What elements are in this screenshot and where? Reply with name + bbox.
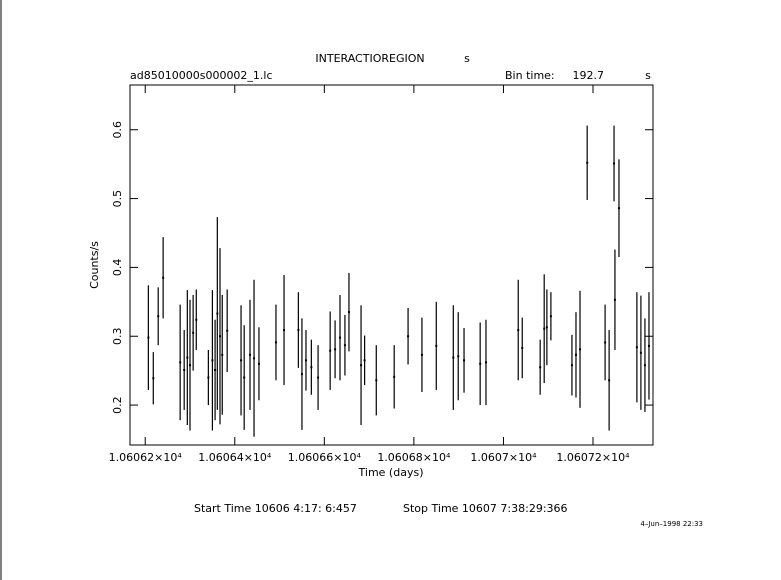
x-tick-label: 1.06064×10⁴ xyxy=(198,451,272,464)
data-point xyxy=(179,361,182,364)
chart-title: INTERACTIOREGION xyxy=(315,52,424,65)
data-point xyxy=(363,359,366,362)
stop-time: Stop Time 10607 7:38:29:366 xyxy=(403,502,568,515)
data-point xyxy=(484,361,487,364)
data-point xyxy=(407,335,410,338)
data-point xyxy=(435,344,438,347)
data-point xyxy=(574,353,577,356)
y-tick-label: 0.3 xyxy=(111,327,124,345)
data-point xyxy=(347,311,350,314)
data-point xyxy=(157,315,160,318)
y-tick-label: 0.4 xyxy=(111,259,124,277)
plot-frame xyxy=(129,84,654,446)
data-point xyxy=(211,359,214,362)
data-point xyxy=(586,161,589,164)
data-point xyxy=(639,351,642,354)
data-point xyxy=(257,362,260,365)
data-point xyxy=(635,346,638,349)
data-point xyxy=(317,376,320,379)
data-point xyxy=(221,353,224,356)
data-point xyxy=(521,346,524,349)
data-point xyxy=(216,312,219,315)
data-point xyxy=(214,368,217,371)
data-point xyxy=(479,362,482,365)
y-tick-label: 0.5 xyxy=(111,190,124,208)
title-suffix: s xyxy=(464,52,470,65)
data-point xyxy=(613,298,616,301)
data-point xyxy=(192,331,195,334)
data-point xyxy=(249,353,252,356)
data-point xyxy=(162,276,165,279)
data-point xyxy=(243,376,246,379)
data-point xyxy=(207,376,210,379)
data-point xyxy=(545,326,548,329)
data-point xyxy=(334,348,337,351)
data-point xyxy=(613,162,616,165)
data-point xyxy=(457,355,460,358)
data-point xyxy=(219,335,222,338)
data-point xyxy=(647,344,650,347)
bin-time-unit: s xyxy=(645,69,651,82)
data-point xyxy=(339,336,342,339)
data-point xyxy=(283,329,286,332)
data-point xyxy=(539,366,542,369)
data-point xyxy=(452,356,455,359)
data-point xyxy=(375,379,378,382)
data-point xyxy=(570,364,573,367)
bin-time: 192.7 xyxy=(573,69,605,82)
data-point xyxy=(297,329,300,332)
data-point xyxy=(240,359,243,362)
data-point xyxy=(517,329,520,332)
data-point xyxy=(186,356,189,359)
data-point xyxy=(393,375,396,378)
x-tick-label: 1.06072×10⁴ xyxy=(556,451,630,464)
data-point xyxy=(343,344,346,347)
data-point xyxy=(543,327,546,330)
x-tick-label: 1.06068×10⁴ xyxy=(377,451,451,464)
x-tick-label: 1.06062×10⁴ xyxy=(109,451,183,464)
data-point xyxy=(304,359,307,362)
data-point xyxy=(310,366,313,369)
data-point xyxy=(226,329,229,332)
data-point xyxy=(579,348,582,351)
date-stamp: 4–Jun–1998 22:33 xyxy=(640,520,703,528)
x-tick-label: 1.06066×10⁴ xyxy=(288,451,362,464)
data-point xyxy=(329,349,332,352)
x-tick-label: 1.0607×10⁴ xyxy=(470,451,537,464)
data-point xyxy=(643,364,646,367)
data-point xyxy=(274,341,277,344)
data-point xyxy=(604,341,607,344)
y-tick-label: 0.2 xyxy=(111,396,124,414)
data-point xyxy=(463,359,466,362)
data-point xyxy=(360,364,363,367)
data-point xyxy=(253,357,256,360)
data-point xyxy=(147,336,150,339)
data-point xyxy=(549,315,552,318)
data-point xyxy=(420,353,423,356)
y-tick-label: 0.6 xyxy=(111,121,124,139)
y-axis-label: Counts/s xyxy=(88,241,101,289)
data-point xyxy=(300,373,303,376)
data-point xyxy=(617,207,620,210)
data-point xyxy=(608,379,611,382)
bin-time-label: Bin time: xyxy=(505,69,555,82)
start-time: Start Time 10606 4:17: 6:457 xyxy=(194,502,357,515)
data-point xyxy=(189,364,192,367)
x-axis-label: Time (days) xyxy=(358,466,424,479)
file-name: ad85010000s000002_1.lc xyxy=(130,69,273,82)
data-point xyxy=(152,377,155,380)
data-point xyxy=(195,318,198,321)
data-point xyxy=(183,368,186,371)
